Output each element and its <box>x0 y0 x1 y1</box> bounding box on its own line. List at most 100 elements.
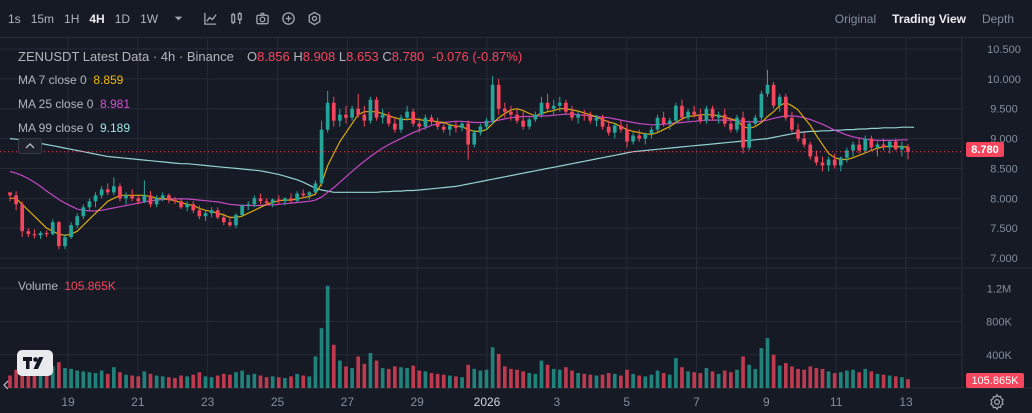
candle-body <box>350 108 354 118</box>
x-tick-label: 11 <box>830 395 843 409</box>
candle-body <box>875 144 880 148</box>
candle-body <box>582 114 587 116</box>
ma7-label: MA 7 close 0 <box>18 73 87 87</box>
volume-bar <box>649 374 654 388</box>
candle-body <box>197 210 202 217</box>
volume-bar <box>289 376 293 388</box>
volume-bar <box>502 366 507 388</box>
volume-bar <box>527 373 532 388</box>
volume-bar <box>533 373 538 388</box>
add-circle-icon[interactable] <box>275 6 301 32</box>
candle-body <box>551 105 556 109</box>
timeframe-1w[interactable]: 1W <box>140 11 159 26</box>
volume-bar <box>185 376 189 388</box>
volume-bar <box>221 373 226 388</box>
volume-tick-label: 1.2M <box>987 283 1011 295</box>
candle-body <box>851 144 855 151</box>
collapse-legend-button[interactable] <box>18 138 42 154</box>
y-tick-label: 8.500 <box>990 163 1018 175</box>
candle-body <box>270 199 275 204</box>
volume-bar <box>435 373 440 388</box>
candle-body <box>729 123 733 130</box>
volume-bar <box>142 371 147 388</box>
candle-body <box>295 193 299 201</box>
indicators-icon[interactable] <box>197 6 223 32</box>
candle-body <box>820 162 825 166</box>
candle-body <box>594 117 599 121</box>
volume-bar <box>386 368 391 388</box>
scroll-left-button[interactable] <box>3 380 9 390</box>
chevron-down-icon[interactable] <box>165 6 191 32</box>
volume-bar <box>509 368 513 388</box>
candle-body <box>20 204 25 232</box>
view-tab-depth[interactable]: Depth <box>981 12 1014 26</box>
price-chart[interactable]: 10.500 10.000 9.500 9.000 8.500 8.000 7.500 7.0… <box>0 38 1032 413</box>
volume-bar <box>209 377 214 388</box>
chevron-left-icon <box>3 380 9 390</box>
x-tick-label: 5 <box>623 395 630 409</box>
volume-bar <box>515 369 519 388</box>
tradingview-logo[interactable] <box>17 350 53 376</box>
candle-body <box>423 117 428 127</box>
volume-bar <box>454 376 458 388</box>
candle-body <box>527 119 532 127</box>
camera-icon[interactable] <box>249 6 275 32</box>
timeframe-4h[interactable]: 4H <box>89 11 105 26</box>
timeframe-1h[interactable]: 1H <box>64 11 80 26</box>
ma25-label: MA 25 close 0 <box>18 97 94 111</box>
volume-bar <box>203 376 208 388</box>
candle-body <box>118 186 122 199</box>
volume-bar <box>118 372 122 388</box>
volume-bar <box>551 368 556 388</box>
low-key: L <box>338 49 347 64</box>
candle-body <box>692 111 697 115</box>
candle-body <box>472 132 477 145</box>
volume-bar <box>313 356 318 388</box>
volume-bar <box>411 365 416 388</box>
volume-bar <box>557 369 562 388</box>
candle-body <box>857 144 861 151</box>
volume-bar <box>160 376 165 388</box>
chart-canvas[interactable]: 10.50010.0009.5009.0008.5008.0007.5007.0… <box>0 38 1032 413</box>
timeframe-1d[interactable]: 1D <box>114 11 131 26</box>
volume-bar <box>301 375 306 388</box>
volume-bar <box>75 370 80 388</box>
volume-bar <box>14 369 18 388</box>
candle-body <box>790 117 794 130</box>
candle-body <box>50 222 55 235</box>
candle-body <box>386 114 391 124</box>
timeframe-15m[interactable]: 15m <box>30 11 55 26</box>
candle-body <box>686 111 690 118</box>
candle-body <box>124 195 128 199</box>
volume-bar <box>826 371 831 388</box>
candle-body <box>258 198 263 202</box>
volume-bar <box>50 366 55 388</box>
candle-body <box>698 114 703 121</box>
timeframe-1s[interactable]: 1s <box>8 11 21 26</box>
candle-body <box>509 111 513 115</box>
volume-bar <box>759 348 764 388</box>
candle-body <box>863 138 868 151</box>
volume-bar <box>729 372 733 388</box>
volume-bar <box>521 371 525 388</box>
view-tab-original[interactable]: Original <box>834 12 877 26</box>
volume-bar <box>722 370 727 388</box>
chevron-up-icon <box>25 143 35 149</box>
candle-body <box>576 114 580 118</box>
view-tab-trading-view[interactable]: Trading View <box>892 12 966 26</box>
candle-body <box>81 207 86 217</box>
volume-bar <box>69 368 73 388</box>
last-volume-tag: 105.865K <box>966 373 1024 388</box>
volume-bar <box>619 375 623 388</box>
chart-settings-icon[interactable] <box>988 393 1006 411</box>
candle-body <box>454 125 458 128</box>
volume-bar <box>832 373 837 388</box>
volume-bar <box>179 375 183 388</box>
candle-body <box>240 205 244 216</box>
candle-body <box>185 204 189 208</box>
chart-type-icon[interactable] <box>223 6 249 32</box>
settings-hex-icon[interactable] <box>301 6 327 32</box>
candle-body <box>753 117 758 124</box>
volume-bar <box>26 371 31 388</box>
ma99-label: MA 99 close 0 <box>18 121 94 135</box>
